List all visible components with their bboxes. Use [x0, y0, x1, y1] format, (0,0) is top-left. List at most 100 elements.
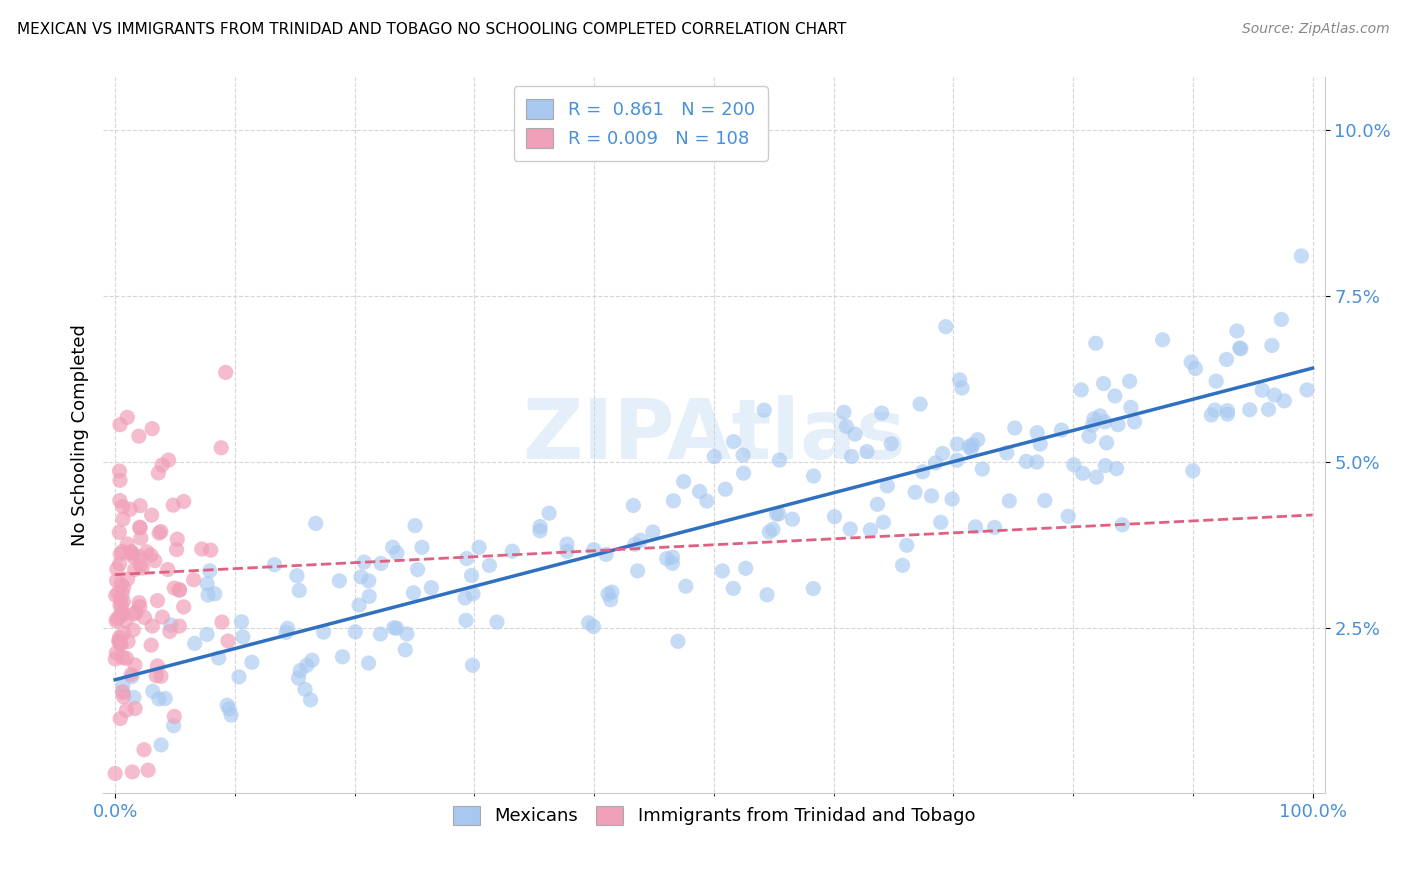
- Point: [1204, 403, 1226, 417]
- Text: Source: ZipAtlas.com: Source: ZipAtlas.com: [1241, 22, 1389, 37]
- Point: [768, 507, 790, 521]
- Point: [173, 494, 195, 508]
- Point: [166, 542, 188, 557]
- Point: [872, 515, 894, 529]
- Point: [141, 619, 163, 633]
- Point: [301, 653, 323, 667]
- Point: [200, 543, 222, 558]
- Point: [1226, 324, 1249, 338]
- Point: [105, 574, 128, 588]
- Point: [1180, 355, 1202, 369]
- Point: [353, 555, 375, 569]
- Point: [1084, 336, 1107, 351]
- Point: [112, 685, 135, 699]
- Point: [153, 691, 176, 706]
- Point: [1088, 409, 1111, 423]
- Point: [370, 627, 392, 641]
- Point: [1104, 389, 1126, 403]
- Point: [983, 520, 1005, 534]
- Point: [120, 667, 142, 681]
- Point: [208, 651, 231, 665]
- Point: [1015, 454, 1038, 468]
- Point: [582, 619, 605, 633]
- Point: [1181, 464, 1204, 478]
- Point: [332, 649, 354, 664]
- Point: [152, 610, 174, 624]
- Point: [217, 634, 239, 648]
- Point: [395, 627, 418, 641]
- Point: [714, 482, 737, 496]
- Point: [896, 538, 918, 552]
- Point: [995, 446, 1018, 460]
- Point: [163, 719, 186, 733]
- Point: [689, 484, 711, 499]
- Point: [957, 440, 980, 454]
- Point: [108, 631, 131, 645]
- Point: [157, 453, 180, 467]
- Point: [357, 656, 380, 670]
- Point: [876, 479, 898, 493]
- Point: [595, 548, 617, 562]
- Point: [111, 685, 134, 699]
- Point: [141, 422, 163, 436]
- Point: [228, 670, 250, 684]
- Point: [1257, 402, 1279, 417]
- Point: [128, 429, 150, 443]
- Point: [131, 561, 153, 575]
- Point: [641, 524, 664, 539]
- Point: [385, 621, 408, 635]
- Point: [758, 524, 780, 539]
- Point: [627, 564, 650, 578]
- Point: [121, 547, 143, 561]
- Point: [110, 599, 132, 614]
- Point: [290, 664, 312, 678]
- Point: [1107, 417, 1129, 432]
- Point: [1050, 423, 1073, 437]
- Point: [108, 417, 131, 432]
- Point: [190, 541, 212, 556]
- Point: [765, 507, 787, 521]
- Point: [1239, 402, 1261, 417]
- Point: [108, 557, 131, 571]
- Point: [115, 703, 138, 717]
- Point: [924, 456, 946, 470]
- Point: [621, 499, 644, 513]
- Point: [402, 586, 425, 600]
- Point: [950, 381, 973, 395]
- Point: [120, 502, 142, 516]
- Point: [112, 594, 135, 608]
- Point: [456, 551, 478, 566]
- Point: [1063, 458, 1085, 472]
- Text: ZIPAtlas: ZIPAtlas: [522, 395, 905, 476]
- Point: [1026, 425, 1049, 440]
- Point: [839, 522, 862, 536]
- Point: [1094, 458, 1116, 473]
- Point: [832, 405, 855, 419]
- Point: [1272, 393, 1295, 408]
- Point: [104, 589, 127, 603]
- Point: [274, 625, 297, 640]
- Point: [382, 621, 405, 635]
- Point: [295, 658, 318, 673]
- Point: [1230, 342, 1253, 356]
- Point: [110, 593, 132, 607]
- Point: [150, 458, 173, 472]
- Point: [929, 516, 952, 530]
- Point: [108, 525, 131, 540]
- Point: [344, 624, 367, 639]
- Point: [723, 582, 745, 596]
- Point: [263, 558, 285, 572]
- Point: [146, 593, 169, 607]
- Point: [946, 437, 969, 451]
- Point: [582, 542, 605, 557]
- Point: [197, 588, 219, 602]
- Point: [1184, 361, 1206, 376]
- Point: [232, 630, 254, 644]
- Point: [1261, 338, 1284, 352]
- Point: [596, 587, 619, 601]
- Point: [219, 708, 242, 723]
- Point: [891, 558, 914, 573]
- Point: [121, 670, 143, 684]
- Point: [129, 531, 152, 545]
- Point: [998, 494, 1021, 508]
